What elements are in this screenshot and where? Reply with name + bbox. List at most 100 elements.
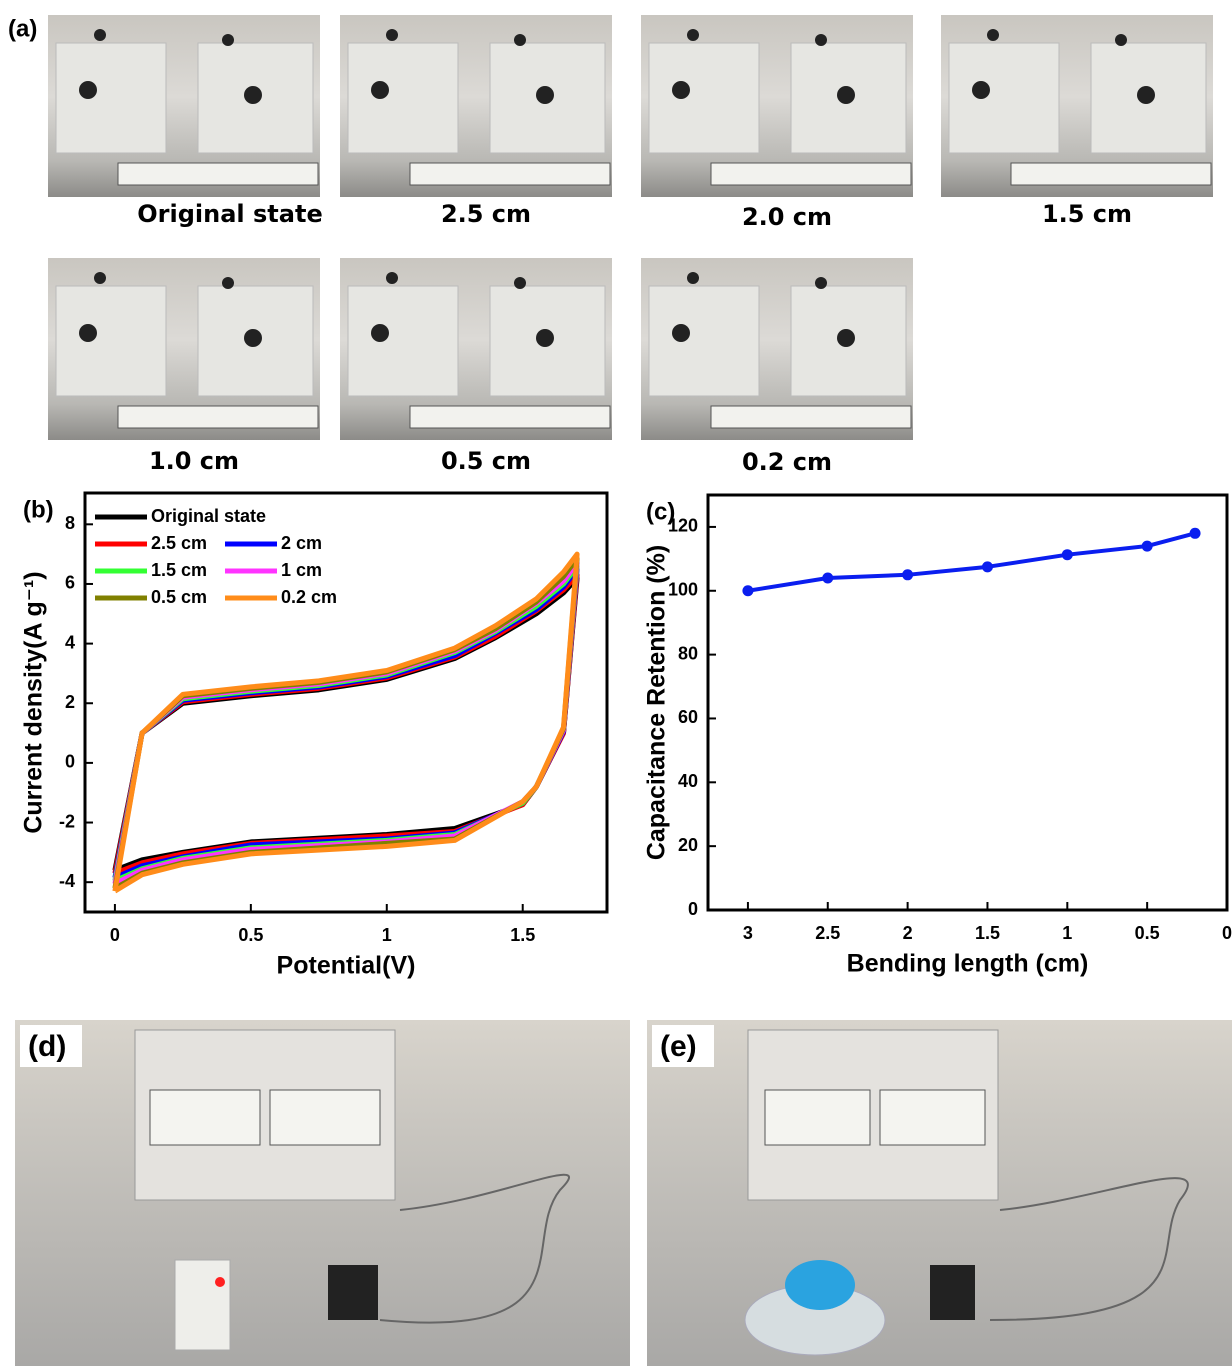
legend-label: 1.5 cm (151, 560, 207, 580)
panel-label: (e) (660, 1030, 697, 1063)
screw (837, 329, 855, 347)
block (348, 43, 458, 153)
y-tick-label: -4 (59, 871, 75, 891)
photo-led-demo (15, 1020, 630, 1366)
screw (514, 34, 526, 46)
figure: (a) (d) (e) Original state 2.5 cm 2.0 cm 1.… (0, 0, 1232, 1366)
screw (94, 29, 106, 41)
panel-label: (a) (8, 15, 37, 42)
screw (371, 81, 389, 99)
screw (815, 277, 827, 289)
y-tick-label: 80 (678, 643, 698, 663)
screw (244, 86, 262, 104)
caption: 1.5 cm (1042, 200, 1132, 228)
screw (79, 81, 97, 99)
screw (536, 86, 554, 104)
caption: 1.0 cm (149, 447, 239, 475)
y-tick-label: 20 (678, 835, 698, 855)
screw (244, 329, 262, 347)
legend-label: Original state (151, 506, 266, 526)
block (56, 286, 166, 396)
y-axis-label: Current density(A g⁻¹) (20, 571, 48, 833)
panel-label: (b) (23, 496, 54, 523)
ruler (1011, 163, 1211, 185)
screw (1115, 34, 1127, 46)
point (1062, 549, 1073, 560)
legend-label: 2.5 cm (151, 533, 207, 553)
point (902, 569, 913, 580)
x-axis-label: Bending length (cm) (847, 950, 1089, 978)
x-tick-label: 0.5 (238, 925, 263, 945)
panel-label: (d) (28, 1030, 66, 1063)
screw (536, 329, 554, 347)
legend-label: 1 cm (281, 560, 322, 580)
x-tick-label: 2.5 (815, 923, 840, 943)
y-tick-label: 2 (65, 692, 75, 712)
caption: 2.0 cm (742, 203, 832, 231)
y-tick-label: 0 (688, 899, 698, 919)
y-tick-label: 4 (65, 632, 75, 652)
point (1190, 528, 1201, 539)
caption: 2.5 cm (441, 200, 531, 228)
screw (987, 29, 999, 41)
x-axis-label: Potential(V) (277, 952, 416, 980)
screw (815, 34, 827, 46)
screw (972, 81, 990, 99)
x-tick-label: 1 (1062, 923, 1072, 943)
y-tick-label: 8 (65, 513, 75, 533)
y-axis-label: Capacitance Retention (%) (643, 545, 671, 860)
screw (386, 272, 398, 284)
caption: 0.2 cm (742, 448, 832, 476)
y-tick-label: -2 (59, 811, 75, 831)
x-tick-label: 2 (903, 923, 913, 943)
x-tick-label: 3 (743, 923, 753, 943)
x-tick-label: 0.5 (1135, 923, 1160, 943)
screw (371, 324, 389, 342)
x-tick-label: 0 (1222, 923, 1232, 943)
ruler (410, 406, 610, 428)
screw (94, 272, 106, 284)
screw (222, 34, 234, 46)
x-tick-label: 0 (110, 925, 120, 945)
screw (687, 272, 699, 284)
screw (79, 324, 97, 342)
block (348, 286, 458, 396)
point (822, 573, 833, 584)
plot-frame (708, 495, 1227, 910)
ruler (711, 163, 911, 185)
point (742, 585, 753, 596)
point (982, 561, 993, 572)
legend-label: 2 cm (281, 533, 322, 553)
series-line (115, 566, 577, 881)
block (649, 43, 759, 153)
point (1142, 541, 1153, 552)
legend-label: 0.5 cm (151, 587, 207, 607)
y-tick-label: 100 (668, 580, 698, 600)
ruler (711, 406, 911, 428)
screw (222, 277, 234, 289)
block (949, 43, 1059, 153)
screw (1137, 86, 1155, 104)
ruler (118, 163, 318, 185)
screw (386, 29, 398, 41)
screw (687, 29, 699, 41)
x-tick-label: 1 (382, 925, 392, 945)
y-tick-label: 60 (678, 707, 698, 727)
ruler (118, 406, 318, 428)
photo-fan-demo (647, 1020, 1232, 1366)
y-tick-label: 40 (678, 771, 698, 791)
x-tick-label: 1.5 (975, 923, 1000, 943)
x-tick-label: 1.5 (510, 925, 535, 945)
y-tick-label: 0 (65, 752, 75, 772)
block (649, 286, 759, 396)
screw (837, 86, 855, 104)
series-line (748, 533, 1195, 590)
ruler (410, 163, 610, 185)
block (56, 43, 166, 153)
y-tick-label: 6 (65, 573, 75, 593)
legend-label: 0.2 cm (281, 587, 337, 607)
caption: 0.5 cm (441, 447, 531, 475)
screw (514, 277, 526, 289)
caption: Original state (137, 200, 322, 228)
panel-label: (c) (646, 498, 675, 525)
